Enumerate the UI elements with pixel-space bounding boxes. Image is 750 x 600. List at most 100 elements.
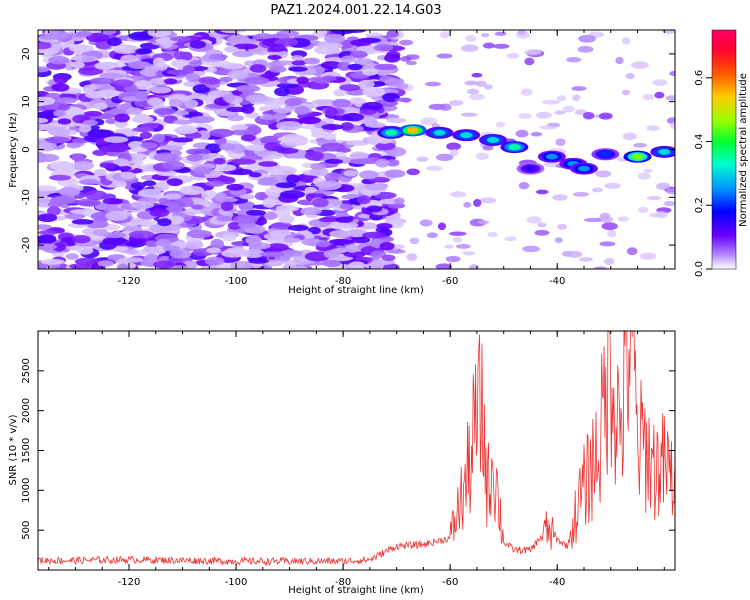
- heatmap-cell: [493, 43, 510, 49]
- heatmap-cell: [166, 178, 183, 187]
- heatmap-cell: [455, 243, 471, 249]
- colorbar-tick-label: 0.0: [694, 261, 705, 277]
- heatmap-cell: [262, 198, 277, 208]
- heatmap-cell: [69, 263, 91, 269]
- heatmap-cell: [230, 158, 257, 165]
- heatmap-cell: [71, 61, 85, 69]
- heatmap-cell: [601, 222, 618, 231]
- heatmap-cell: [232, 43, 259, 50]
- heatmap-cell: [149, 208, 170, 217]
- heatmap-cell: [179, 185, 205, 196]
- heatmap-cell: [577, 45, 594, 53]
- heatmap-cell: [324, 34, 346, 44]
- heatmap-cell: [321, 75, 337, 82]
- heatmap-cell: [400, 56, 412, 62]
- heatmap-cell: [556, 95, 567, 102]
- heatmap-cell: [450, 191, 467, 198]
- heatmap-cell: [286, 174, 300, 184]
- y-tick-label: -20: [21, 237, 32, 253]
- heatmap-cell: [78, 179, 100, 185]
- heatmap-cell: [38, 243, 58, 251]
- heatmap-cell: [99, 162, 116, 169]
- heatmap-cell: [92, 149, 108, 156]
- heatmap-cell: [185, 239, 204, 250]
- heatmap-cell: [283, 237, 301, 243]
- heatmap-cell: [416, 156, 429, 162]
- heatmap-cell: [603, 257, 615, 266]
- colorbar-label: Normalized spectral amplitude: [738, 73, 749, 227]
- heatmap-cell: [105, 210, 129, 221]
- heatmap-cell: [38, 111, 59, 118]
- heatmap-cell: [363, 116, 377, 126]
- heatmap-cell: [94, 61, 116, 70]
- heatmap-cell: [264, 187, 284, 197]
- heatmap-cell: [524, 57, 535, 66]
- heatmap-cell: [661, 30, 675, 35]
- heatmap-cell: [258, 161, 278, 167]
- heatmap-cell: [49, 161, 76, 171]
- heatmap-cell: [339, 84, 361, 92]
- heatmap-cell: [113, 79, 135, 88]
- heatmap-cell: [314, 45, 340, 55]
- heatmap-cell: [406, 253, 418, 262]
- snr-y-label: SNR (10 * v/v): [8, 414, 19, 485]
- heatmap-cell: [276, 147, 299, 154]
- heatmap-cell: [557, 223, 568, 230]
- heatmap-cell: [646, 125, 660, 132]
- heatmap-cell: [276, 82, 300, 89]
- heatmap-cell: [469, 93, 485, 101]
- heatmap-cell: [524, 49, 542, 55]
- heatmap-cell: [38, 96, 56, 106]
- heatmap-cell: [562, 105, 575, 113]
- heatmap-cell: [127, 140, 144, 149]
- heatmap-cell: [52, 242, 66, 252]
- heatmap-cell: [349, 97, 365, 104]
- heatmap-cell: [45, 136, 70, 144]
- heatmap-cell: [185, 73, 200, 82]
- heatmap-cell: [124, 240, 146, 248]
- heatmap-cell: [143, 253, 158, 263]
- heatmap-cell: [99, 72, 124, 79]
- heatmap-cell: [298, 116, 321, 125]
- heatmap-cell: [227, 221, 242, 230]
- heatmap-cell: [494, 31, 507, 36]
- heatmap-cell: [361, 101, 383, 111]
- heatmap-cell: [193, 166, 213, 176]
- x-tick-label: -120: [118, 276, 141, 287]
- heatmap-cell: [341, 55, 356, 63]
- heatmap-cell: [233, 215, 258, 224]
- heatmap-cell: [270, 229, 292, 237]
- heatmap-cell: [437, 222, 447, 231]
- heatmap-cell: [483, 84, 493, 90]
- heatmap-cell: [103, 136, 129, 143]
- heatmap-cell: [515, 129, 529, 138]
- heatmap-cell: [189, 59, 203, 67]
- heatmap-cell: [137, 188, 162, 198]
- heatmap-cell: [487, 231, 498, 238]
- heatmap-cell: [117, 257, 144, 263]
- heatmap-cell: [120, 171, 136, 180]
- heatmap-cell: [578, 34, 596, 43]
- y-tick-label: 1500: [21, 438, 32, 463]
- heatmap-cell: [102, 236, 127, 246]
- heatmap-cell: [136, 220, 151, 227]
- heatmap-cell: [520, 88, 533, 96]
- heatmap-cell: [279, 190, 306, 199]
- heatmap-cell: [272, 107, 294, 114]
- heatmap-cell: [351, 236, 371, 244]
- heatmap-cell: [189, 115, 215, 123]
- heatmap-cell: [466, 88, 480, 95]
- heatmap-cell: [376, 222, 393, 230]
- heatmap-cell: [340, 121, 354, 131]
- heatmap-cell: [477, 220, 490, 225]
- heatmap-cell: [364, 183, 388, 191]
- heatmap-cell: [363, 263, 384, 269]
- heatmap-cell: [186, 229, 212, 239]
- heatmap-cell: [311, 197, 329, 208]
- heatmap-cell: [468, 264, 479, 269]
- heatmap-cell: [264, 243, 289, 252]
- heatmap-cell: [263, 211, 278, 220]
- heatmap-cell: [46, 30, 69, 41]
- heatmap-cell: [384, 169, 406, 178]
